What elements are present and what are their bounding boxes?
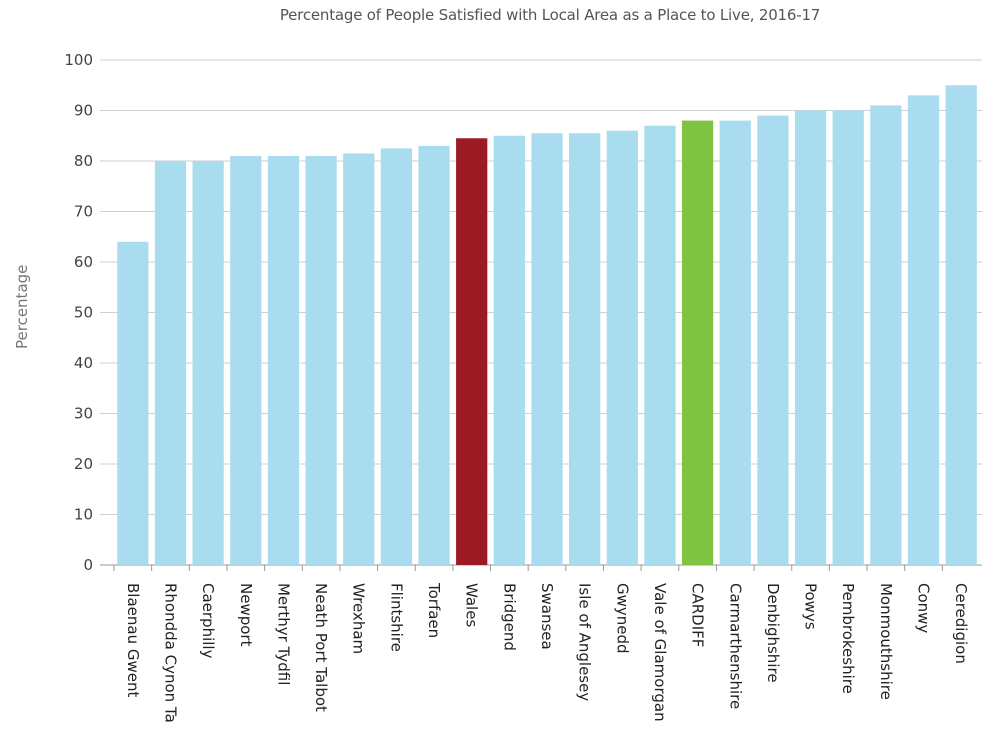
x-tick-label: Isle of Anglesey xyxy=(576,583,594,701)
x-tick-label: CARDIFF xyxy=(689,583,707,647)
bar xyxy=(719,120,751,565)
bar xyxy=(418,145,450,565)
bar xyxy=(757,115,789,566)
x-tick-label: Bridgend xyxy=(500,583,518,651)
x-tick-label: Conwy xyxy=(915,583,933,633)
bar xyxy=(644,125,676,566)
x-tick-label: Monmouthshire xyxy=(877,583,895,700)
bar xyxy=(832,110,864,565)
x-tick-label: Wrexham xyxy=(350,583,368,654)
x-tick-label: Torfaen xyxy=(425,582,443,638)
y-tick-label: 40 xyxy=(74,354,93,372)
y-tick-label: 90 xyxy=(74,102,93,120)
y-tick-label: 10 xyxy=(74,506,93,524)
x-tick-label: Wales xyxy=(463,583,481,627)
y-tick-label: 20 xyxy=(74,455,93,473)
bar xyxy=(945,85,977,565)
y-tick-label: 70 xyxy=(74,203,93,221)
x-tick-label: Caerphilly xyxy=(199,583,217,659)
y-tick-label: 0 xyxy=(83,556,93,574)
bar xyxy=(456,138,488,565)
bar xyxy=(380,148,413,565)
x-tick-label: Denbighshire xyxy=(764,583,782,683)
y-tick-label: 60 xyxy=(74,253,93,271)
bar xyxy=(117,241,149,566)
bar xyxy=(154,161,187,565)
x-tick-label: Pembrokeshire xyxy=(839,583,857,694)
x-tick-label: Powys xyxy=(802,583,820,630)
bar xyxy=(493,135,525,565)
bar xyxy=(230,155,262,565)
y-tick-label: 50 xyxy=(74,304,93,322)
x-tick-label: Carmarthenshire xyxy=(726,583,744,709)
y-tick-label: 30 xyxy=(74,405,93,423)
x-tick-label: Ceredigion xyxy=(952,583,970,664)
x-tick-label: Flintshire xyxy=(387,583,405,652)
x-tick-label: Gwynedd xyxy=(613,583,631,654)
bar xyxy=(606,130,638,565)
x-tick-label: Neath Port Talbot xyxy=(312,583,330,712)
bar xyxy=(192,161,224,565)
y-tick-label: 80 xyxy=(74,152,93,170)
x-tick-label: Blaenau Gwent xyxy=(124,583,142,697)
bar xyxy=(870,105,902,565)
bar xyxy=(343,153,375,566)
x-tick-label: Merthyr Tydfil xyxy=(274,583,292,685)
bar xyxy=(305,155,337,565)
x-tick-label: Rhondda Cynon Ta xyxy=(161,583,179,723)
x-tick-label: Swansea xyxy=(538,583,556,650)
y-tick-label: 100 xyxy=(64,51,93,69)
bar xyxy=(794,110,827,565)
chart-title: Percentage of People Satisfied with Loca… xyxy=(279,6,821,24)
bar xyxy=(267,155,300,565)
bar xyxy=(907,95,940,565)
bar xyxy=(531,133,563,565)
x-tick-label: Newport xyxy=(237,583,255,647)
bar xyxy=(681,120,714,565)
x-tick-label: Vale of Glamorgan xyxy=(651,583,669,722)
bar xyxy=(569,133,601,565)
